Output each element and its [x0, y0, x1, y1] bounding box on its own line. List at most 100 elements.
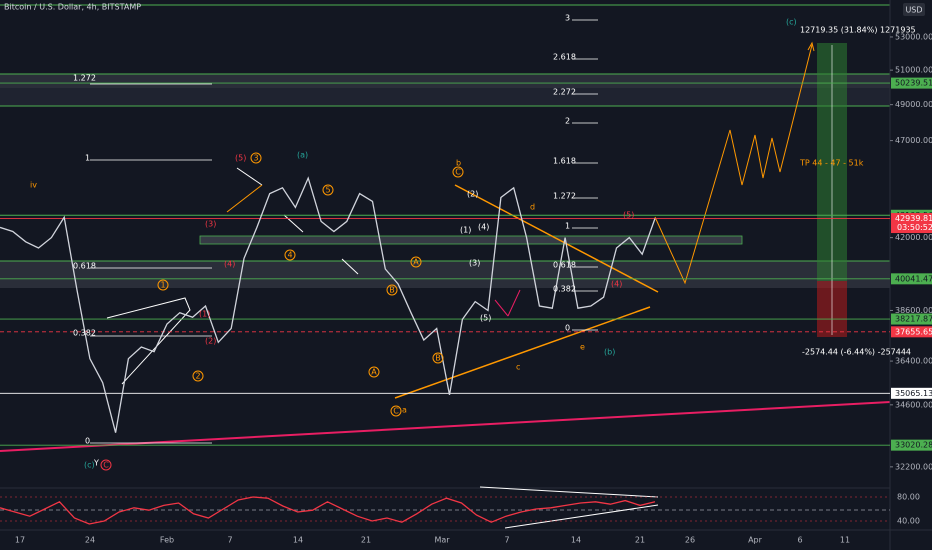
annotation: 3: [565, 14, 570, 23]
annotation: Y: [93, 459, 99, 468]
price-label: 38217.87: [895, 315, 932, 324]
price-line: [0, 176, 656, 433]
annotation: -2574.44 (-6.44%) -257444: [802, 348, 911, 357]
annotation: d: [530, 203, 535, 212]
annotation: 1.272: [73, 74, 96, 83]
wave-circle: [322, 184, 334, 196]
projection: [654, 44, 813, 285]
annotation: (2): [467, 190, 478, 199]
y-tick-label: 49000.00: [895, 100, 932, 109]
annotation: 1.272: [553, 192, 576, 201]
annotation: B: [389, 286, 395, 295]
annotation: (b): [604, 348, 615, 357]
annotation: 3: [253, 154, 258, 163]
x-tick-label: 14: [571, 536, 581, 545]
annotation: (c): [84, 461, 95, 470]
price-label-box: [891, 213, 932, 234]
annotation: (3): [205, 220, 216, 229]
price-label-box: [891, 326, 932, 338]
wave-circle: [192, 370, 204, 382]
annotation: (5): [623, 211, 634, 220]
annotation: 1.618: [553, 157, 576, 166]
annotation: 0.618: [73, 262, 96, 271]
annotation: (5): [235, 154, 246, 163]
channel: [283, 214, 304, 233]
y-tick-label: 53000.00: [895, 32, 932, 41]
x-tick-label: 11: [840, 536, 850, 545]
price-label: 42939.81: [895, 214, 932, 223]
annotation: (c): [786, 18, 797, 27]
annotation: 0.382: [553, 285, 576, 294]
channel: [341, 258, 359, 275]
annotation: e: [580, 343, 585, 352]
x-tick-label: 24: [85, 536, 95, 545]
price-label: 37655.65: [895, 327, 932, 336]
zone: [0, 74, 890, 88]
x-tick-label: 21: [635, 536, 645, 545]
arrow: [807, 41, 815, 52]
annotation: 12719.35 (31.84%) 1271935: [800, 26, 916, 35]
zone: [199, 235, 743, 245]
wave-circle: [100, 459, 112, 471]
annotation: C: [103, 461, 109, 470]
chart-title: Bitcoin / U.S. Dollar, 4h, BITSTAMP: [4, 3, 141, 12]
price-label: 40041.47: [895, 274, 932, 283]
annotation: 1: [160, 281, 165, 290]
y-tick-label: 42000.00: [895, 233, 932, 242]
wave-circle: [410, 256, 422, 268]
annotation: 1: [85, 154, 90, 163]
price-label-box: [891, 439, 932, 451]
channel: [507, 289, 521, 317]
price-label: 35065.13: [895, 389, 932, 398]
annotation: (4): [611, 280, 622, 289]
annotation: 0.618: [553, 261, 576, 270]
price-label-box: [891, 313, 932, 325]
x-tick-label: 7: [504, 536, 509, 545]
annotation: C: [393, 407, 399, 416]
price-label-box: [891, 387, 932, 399]
annotation: iv: [30, 181, 37, 190]
annotation: 2.618: [553, 53, 576, 62]
annotation: (1): [460, 226, 471, 235]
wave-circle: [368, 366, 380, 378]
currency-button[interactable]: [903, 3, 925, 16]
wave-circle: [452, 166, 464, 178]
price-label-box: [891, 273, 932, 285]
fib-lines: [90, 19, 598, 444]
annotation: 1: [565, 222, 570, 231]
annotation: C: [455, 168, 461, 177]
annotation: 2: [195, 372, 200, 381]
price-label: 50239.51: [895, 79, 932, 88]
annotation: 0: [565, 324, 570, 333]
annotation: A: [371, 368, 377, 377]
annotation: 0.382: [73, 329, 96, 338]
annotation: 0: [85, 437, 90, 446]
wave-circle: [386, 284, 398, 296]
annotation: (2): [205, 337, 216, 346]
wave-circle: [250, 152, 262, 164]
x-tick-label: 26: [685, 536, 695, 545]
indicator-tick-label: 40.00: [897, 517, 920, 526]
annotation: (a): [297, 151, 308, 160]
annotation: (4): [478, 223, 489, 232]
channel: [494, 299, 509, 317]
annotation: a: [402, 406, 407, 415]
x-tick-label: 17: [15, 536, 25, 545]
wave-circle: [284, 249, 296, 261]
x-tick-label: 6: [797, 536, 802, 545]
annotation: 5: [325, 186, 330, 195]
annotation: 2: [565, 117, 570, 126]
trend-line: [454, 184, 659, 293]
countdown: 03:50:52: [897, 223, 932, 232]
divergence: [479, 486, 659, 498]
y-tick-label: 51000.00: [895, 66, 932, 75]
x-tick-label: 21: [361, 536, 371, 545]
annotation: (1): [199, 310, 210, 319]
wave-circle: [432, 352, 444, 364]
currency[interactable]: USD: [905, 6, 922, 15]
indicator-tick-label: 80.00: [897, 493, 920, 502]
y-tick-label: 38600.00: [895, 306, 932, 315]
channel: [236, 167, 263, 186]
y-tick-label: 34600.00: [895, 400, 932, 409]
